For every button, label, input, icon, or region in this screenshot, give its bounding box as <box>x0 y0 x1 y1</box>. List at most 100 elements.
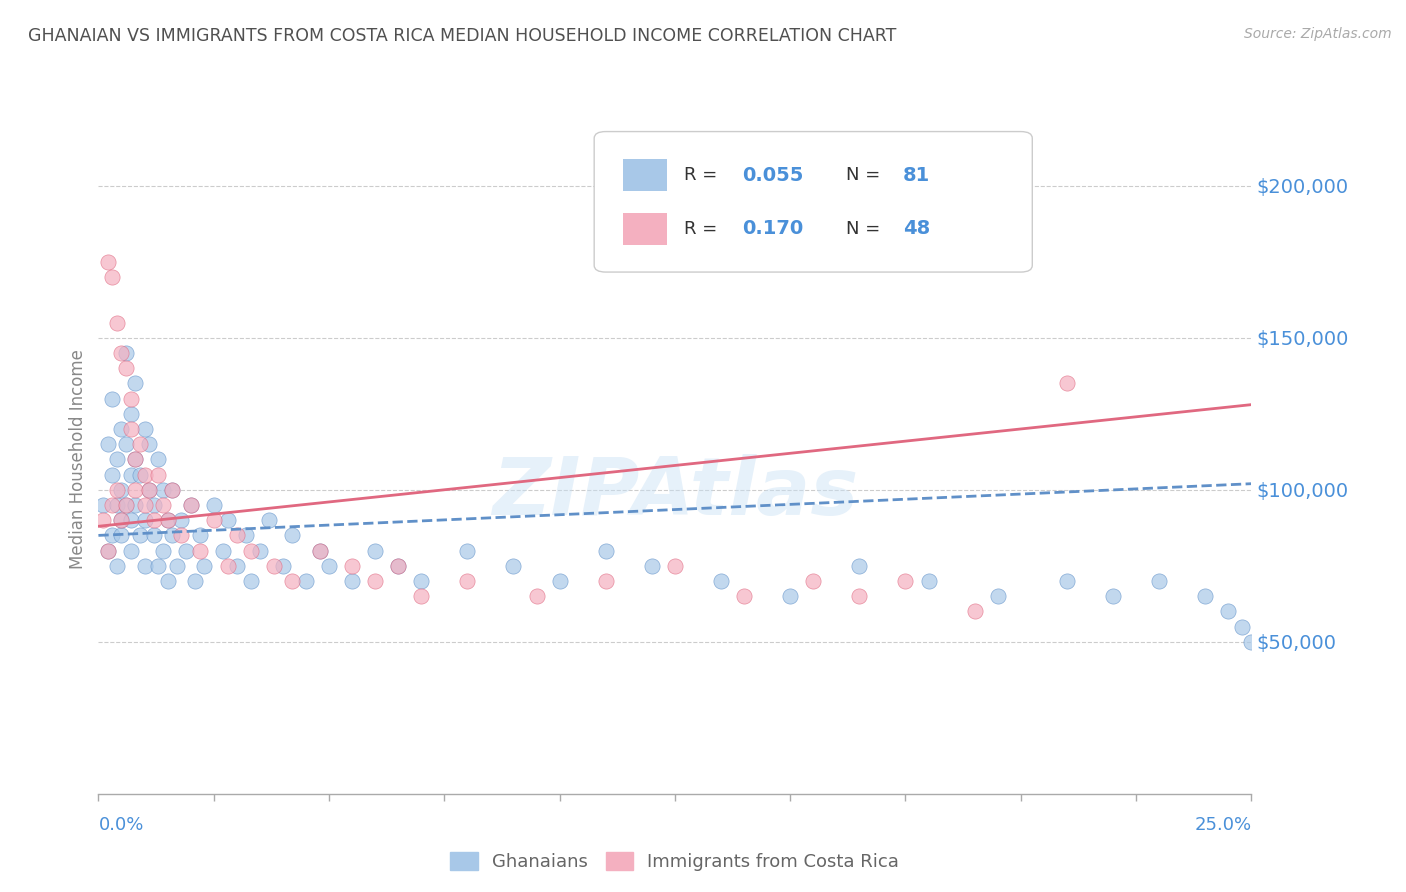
Point <box>152 543 174 558</box>
Point <box>188 543 211 558</box>
Point <box>217 513 239 527</box>
Point <box>105 558 128 573</box>
Point <box>170 513 193 527</box>
Point <box>340 574 363 588</box>
Point <box>193 558 215 573</box>
Point <box>387 558 409 573</box>
Point <box>120 392 142 406</box>
Point <box>239 543 262 558</box>
Point <box>963 604 986 618</box>
Point <box>101 392 124 406</box>
Point <box>502 558 524 573</box>
Point <box>411 574 433 588</box>
Point <box>101 467 124 482</box>
Point <box>184 574 207 588</box>
Point <box>120 543 142 558</box>
Point <box>97 543 120 558</box>
Text: 25.0%: 25.0% <box>1194 816 1251 834</box>
Point <box>456 574 478 588</box>
Point <box>115 498 138 512</box>
Text: 81: 81 <box>903 166 931 185</box>
Point <box>225 528 247 542</box>
Point <box>664 558 686 573</box>
Point <box>848 558 870 573</box>
Point <box>170 528 193 542</box>
Point <box>124 498 146 512</box>
Point <box>124 452 146 467</box>
Point <box>115 346 138 360</box>
Point <box>105 483 128 497</box>
Point <box>142 513 165 527</box>
Point <box>526 589 548 603</box>
Point <box>124 376 146 391</box>
Point <box>160 483 183 497</box>
Text: 0.055: 0.055 <box>742 166 803 185</box>
Point <box>152 498 174 512</box>
Point <box>110 513 132 527</box>
Point <box>110 513 132 527</box>
Point <box>188 528 211 542</box>
Point <box>120 513 142 527</box>
Point <box>156 513 179 527</box>
Text: N =: N = <box>845 166 886 184</box>
Point <box>110 528 132 542</box>
Text: 48: 48 <box>903 219 931 238</box>
Point <box>249 543 271 558</box>
Point <box>281 528 304 542</box>
FancyBboxPatch shape <box>623 212 666 244</box>
Point <box>148 467 170 482</box>
Text: N =: N = <box>845 219 886 237</box>
Point <box>235 528 257 542</box>
Point <box>1056 574 1078 588</box>
Point <box>180 498 202 512</box>
Point <box>281 574 304 588</box>
Point <box>239 574 262 588</box>
Point <box>101 528 124 542</box>
Point <box>180 498 202 512</box>
Point <box>115 498 138 512</box>
Point <box>142 528 165 542</box>
Point <box>364 543 387 558</box>
Point <box>710 574 733 588</box>
Point <box>202 498 225 512</box>
Point <box>110 346 132 360</box>
Text: ZIPAtlas: ZIPAtlas <box>492 454 858 532</box>
Point <box>120 407 142 421</box>
Point <box>987 589 1010 603</box>
Point <box>225 558 247 573</box>
Point <box>318 558 340 573</box>
Point <box>148 452 170 467</box>
Point <box>97 254 120 268</box>
Point <box>166 558 188 573</box>
Point <box>271 558 294 573</box>
Point <box>129 528 152 542</box>
Point <box>340 558 363 573</box>
FancyBboxPatch shape <box>623 159 666 191</box>
Point <box>134 422 156 436</box>
Point <box>917 574 939 588</box>
Point <box>101 498 124 512</box>
Point <box>595 543 617 558</box>
Point <box>548 574 571 588</box>
Point <box>308 543 330 558</box>
Point <box>308 543 330 558</box>
Point <box>152 483 174 497</box>
Point <box>105 452 128 467</box>
Point <box>148 558 170 573</box>
Point <box>217 558 239 573</box>
Point <box>156 574 179 588</box>
Point <box>894 574 917 588</box>
Point <box>257 513 280 527</box>
Text: R =: R = <box>685 166 723 184</box>
Point <box>411 589 433 603</box>
Point <box>160 483 183 497</box>
Point <box>105 498 128 512</box>
Point <box>124 483 146 497</box>
Point <box>97 543 120 558</box>
Point <box>1218 604 1240 618</box>
Y-axis label: Median Household Income: Median Household Income <box>69 350 87 569</box>
Point <box>160 528 183 542</box>
Point <box>801 574 824 588</box>
Point <box>138 483 160 497</box>
Point <box>202 513 225 527</box>
